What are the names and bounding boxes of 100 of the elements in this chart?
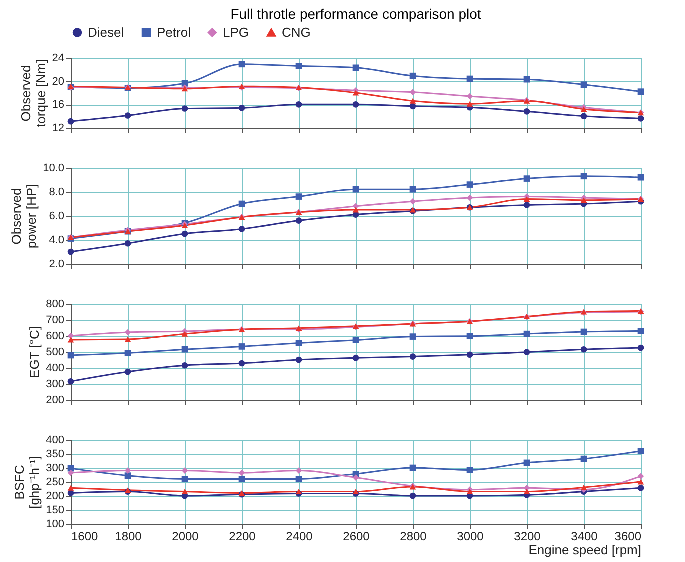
- point: [410, 72, 416, 80]
- point: [68, 485, 74, 491]
- point: [124, 368, 132, 376]
- point: [580, 484, 588, 490]
- y-tick-label: 10.0: [43, 162, 64, 174]
- point: [580, 346, 588, 353]
- point: [124, 112, 132, 119]
- point: [580, 82, 588, 88]
- point: [352, 474, 360, 481]
- point: [352, 207, 360, 213]
- legend-label: LPG: [223, 24, 250, 40]
- point: [238, 105, 246, 112]
- x-tick-label: 1600: [72, 530, 99, 544]
- point: [638, 448, 644, 454]
- y-tick-label: 350: [46, 448, 64, 460]
- point: [410, 198, 416, 205]
- legend-label: Petrol: [157, 24, 192, 40]
- y-axis-title: Observed torque [Nm]: [18, 60, 48, 128]
- x-tick-label: 2000: [172, 530, 200, 544]
- point: [296, 340, 302, 346]
- x-tick-label: 3200: [514, 530, 542, 544]
- point: [296, 468, 302, 474]
- point: [524, 330, 530, 338]
- y-tick-label: 300: [46, 378, 64, 390]
- y-tick-label: 16: [52, 99, 64, 112]
- x-tick-label: 2600: [343, 530, 370, 544]
- point: [182, 362, 188, 369]
- point: [466, 352, 474, 358]
- point: [524, 176, 530, 182]
- point: [68, 378, 74, 385]
- point: [296, 218, 302, 224]
- point: [238, 61, 246, 68]
- x-tick-label: 2400: [286, 530, 314, 544]
- legend-label: CNG: [282, 24, 311, 40]
- point: [182, 346, 188, 353]
- point: [68, 352, 74, 359]
- y-axis-title: BSFC [ghp⁻¹h⁻¹]: [12, 456, 42, 509]
- y-tick-label: 400: [46, 434, 64, 446]
- point: [352, 354, 360, 362]
- point: [68, 470, 74, 476]
- y-tick-label: 500: [46, 346, 64, 358]
- point: [410, 464, 416, 472]
- y-tick-label: 200: [46, 394, 64, 406]
- y-tick-label: 12: [52, 122, 64, 134]
- point: [238, 476, 246, 482]
- y-tick-label: 800: [46, 298, 64, 310]
- point: [638, 485, 644, 492]
- y-axis-title: EGT [°C]: [27, 326, 42, 378]
- point: [410, 186, 416, 193]
- point: [524, 460, 530, 466]
- point: [524, 108, 530, 115]
- x-axis-title: Engine speed [rpm]: [528, 542, 642, 558]
- x-tick-label: 3400: [571, 530, 598, 544]
- point: [296, 63, 302, 70]
- y-tick-label: 100: [46, 518, 64, 530]
- y-tick-label: 24: [52, 52, 64, 64]
- point: [352, 337, 360, 344]
- point: [638, 174, 644, 181]
- point: [124, 336, 132, 342]
- point: [638, 473, 644, 480]
- point: [638, 479, 644, 485]
- point: [524, 196, 530, 202]
- x-tick-label: 3600: [614, 530, 642, 544]
- point: [182, 489, 188, 495]
- point: [638, 344, 644, 352]
- point: [124, 468, 132, 474]
- point: [524, 349, 530, 356]
- point: [182, 476, 188, 482]
- point: [124, 472, 132, 480]
- point: [524, 202, 530, 208]
- point: [238, 360, 246, 367]
- point: [238, 344, 246, 350]
- point: [524, 489, 530, 495]
- point: [410, 89, 416, 96]
- point: [580, 456, 588, 462]
- point: [296, 356, 302, 364]
- point: [466, 93, 474, 100]
- point: [182, 468, 188, 474]
- point: [182, 331, 188, 337]
- point: [466, 76, 474, 82]
- point: [410, 98, 416, 104]
- point: [68, 118, 74, 125]
- y-tick-label: 250: [46, 476, 64, 488]
- point: [296, 194, 302, 200]
- x-tick-label: 2800: [400, 530, 428, 544]
- point: [352, 90, 360, 96]
- point: [580, 113, 588, 120]
- y-tick-label: 4.0: [49, 234, 64, 246]
- chart-title: Full throtle performance comparison plot: [230, 6, 482, 22]
- point: [124, 240, 132, 247]
- point: [352, 64, 360, 72]
- point: [524, 76, 530, 83]
- point: [124, 329, 132, 336]
- point: [68, 248, 74, 256]
- point: [466, 101, 474, 107]
- point: [410, 334, 416, 340]
- point: [580, 106, 588, 112]
- point: [352, 186, 360, 193]
- point: [68, 332, 74, 340]
- point: [238, 470, 246, 476]
